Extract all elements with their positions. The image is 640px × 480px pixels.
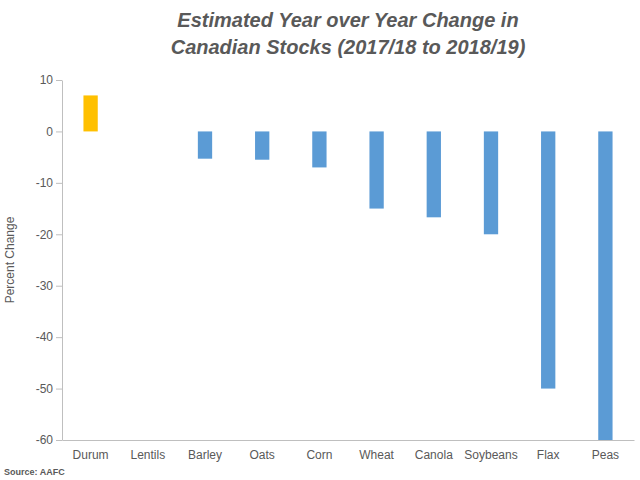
title-line: Canadian Stocks (2017/18 to 2018/19)	[171, 36, 526, 58]
y-tick-mark	[56, 440, 62, 441]
source-note: Source: AAFC	[4, 467, 65, 477]
x-tick-label: Wheat	[359, 448, 394, 462]
y-axis-line	[62, 81, 63, 441]
y-tick-label: -50	[36, 382, 54, 396]
y-tick: -50	[36, 382, 62, 396]
y-tick-label: -40	[36, 330, 54, 344]
y-tick-label: 0	[46, 125, 53, 139]
x-tick-label: Flax	[537, 448, 560, 462]
x-axis: Durum Lentils Barley Oats Corn Wheat Canola Soy…	[63, 440, 635, 462]
y-tick-mark	[56, 337, 62, 338]
x-tick: Flax	[537, 440, 560, 462]
x-tick-label: Corn	[306, 448, 332, 462]
y-tick: -30	[36, 279, 62, 293]
x-tick: Peas	[592, 440, 619, 462]
x-tick: Wheat	[359, 440, 394, 462]
bar	[255, 131, 269, 159]
x-tick: Soybeans	[464, 440, 517, 462]
title: Estimated Year over Year Change in Canadi…	[171, 9, 526, 58]
y-tick-mark	[56, 80, 62, 81]
y-tick-mark	[56, 183, 62, 184]
x-tick: Canola	[415, 440, 453, 462]
y-tick: 10	[40, 73, 62, 87]
y-tick-label: -10	[36, 176, 54, 190]
x-tick-label: Durum	[73, 448, 109, 462]
y-tick-label: -20	[36, 228, 54, 242]
x-tick-label: Canola	[415, 448, 453, 462]
bar	[141, 131, 155, 132]
x-tick-label: Lentils	[130, 448, 165, 462]
bar	[484, 131, 498, 234]
x-axis-line	[63, 440, 635, 441]
x-tick-label: Soybeans	[464, 448, 517, 462]
bar	[369, 131, 383, 208]
y-tick: -10	[36, 176, 62, 190]
y-tick-mark	[56, 389, 62, 390]
x-tick-label: Barley	[188, 448, 222, 462]
x-tick: Oats	[250, 440, 275, 462]
chart: -60 -50 -40 -30 -20 -10 0 10 Durum Lentils Barley O…	[0, 0, 640, 480]
plot: -60 -50 -40 -30 -20 -10 0 10 Durum Lentils Barley O…	[36, 73, 635, 461]
y-tick-label: 10	[40, 73, 54, 87]
x-tick-label: Peas	[592, 448, 619, 462]
bar	[83, 95, 97, 131]
y-tick-mark	[56, 234, 62, 235]
bar	[312, 131, 326, 167]
bars	[83, 95, 612, 440]
y-tick-label: -60	[36, 433, 54, 447]
bar	[598, 131, 612, 440]
bar	[198, 131, 212, 158]
y-tick-mark	[56, 286, 62, 287]
y-tick: -60	[36, 433, 62, 447]
y-axis-title: Percent Change	[3, 216, 17, 303]
y-axis: -60 -50 -40 -30 -20 -10 0 10	[36, 73, 63, 447]
y-tick: -20	[36, 228, 62, 242]
x-tick-label: Oats	[250, 448, 275, 462]
title-line: Estimated Year over Year Change in	[177, 9, 518, 31]
y-tick: 0	[46, 125, 62, 139]
x-tick: Corn	[306, 440, 332, 462]
x-tick: Lentils	[130, 440, 165, 462]
y-tick: -40	[36, 330, 62, 344]
x-tick: Durum	[73, 440, 109, 462]
y-tick-label: -30	[36, 279, 54, 293]
y-tick-mark	[56, 131, 62, 132]
bar	[427, 131, 441, 217]
x-tick: Barley	[188, 440, 222, 462]
bar	[541, 131, 555, 388]
